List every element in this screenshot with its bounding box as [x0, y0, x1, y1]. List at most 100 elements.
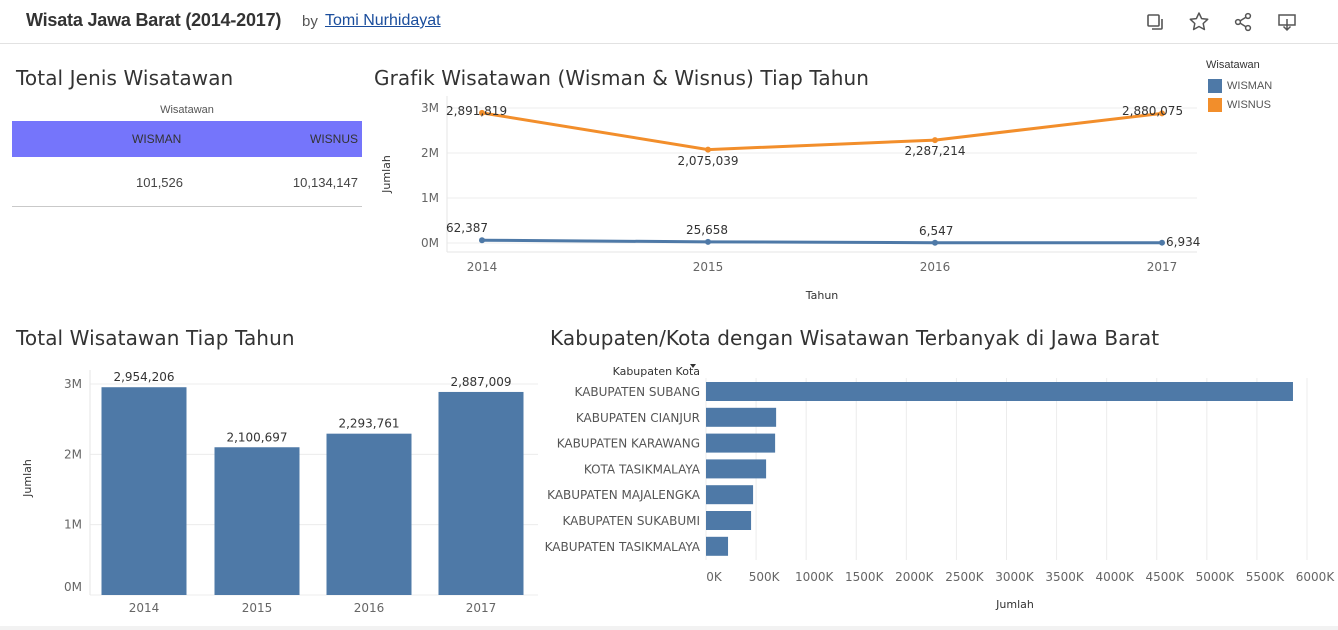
hbar-x-tick-label: 4500K: [1146, 570, 1186, 584]
bar-x-tick-label: 2014: [129, 601, 160, 615]
line-data-label: 62,387: [446, 221, 488, 235]
legend-label-wisman: WISMAN: [1227, 80, 1273, 92]
hbar-bar: [706, 433, 776, 453]
crosstab-value-wisman: 101,526: [136, 175, 183, 190]
crosstab-value-wisnus: 10,134,147: [292, 175, 358, 190]
hbar-x-tick-label: 3000K: [995, 570, 1035, 584]
legend-swatch-wisman: [1208, 79, 1222, 93]
hbar-bar: [706, 459, 767, 479]
top-bar: Wisata Jawa Barat (2014-2017) by Tomi Nu…: [0, 0, 1338, 44]
hbar-x-axis-title: Jumlah: [995, 598, 1034, 611]
line-y-tick-label: 1M: [421, 191, 439, 205]
line-y-tick-label: 2M: [421, 146, 439, 160]
crosstab-column-wisnus[interactable]: WISNUS: [310, 132, 358, 146]
line-x-tick-label: 2015: [693, 260, 724, 274]
bar-data-label: 2,887,009: [450, 375, 511, 389]
line-point-wisman: [1159, 239, 1165, 246]
bar-y-tick-label: 1M: [64, 518, 82, 532]
line-point-wisman: [479, 237, 485, 244]
workbook-title: Wisata Jawa Barat (2014-2017): [26, 10, 282, 30]
crosstab-column-wisman[interactable]: WISMAN: [132, 132, 182, 146]
hbar-x-tick-label: 500K: [749, 570, 781, 584]
line-data-label: 6,934: [1166, 235, 1200, 249]
hbar-category-header: Kabupaten Kota: [613, 365, 700, 378]
hbar-bar: [706, 511, 752, 530]
line-series-wisnus: [481, 111, 1163, 152]
hbar-category-label: KABUPATEN KARAWANG: [557, 437, 700, 451]
bar-data-label: 2,293,761: [338, 417, 399, 431]
line-data-label: 2,891,819: [446, 104, 507, 118]
hbar-x-tick-label: 1500K: [845, 570, 885, 584]
legend-item-wisman[interactable]: WISMAN: [1208, 79, 1272, 93]
line-x-tick-label: 2014: [467, 260, 498, 274]
hbar-bar: [706, 407, 777, 427]
hbar-chart-title: Kabupaten/Kota dengan Wisatawan Terbanya…: [550, 326, 1160, 350]
bar-x-tick-label: 2015: [242, 601, 273, 615]
bar-y-tick-label: 3M: [64, 377, 82, 391]
line-point-wisman: [932, 239, 938, 246]
line-y-axis-title: Jumlah: [380, 155, 393, 194]
line-data-label: 6,547: [919, 224, 953, 238]
bar-2014: [101, 387, 187, 595]
hbar-category-label: KABUPATEN SUKABUMI: [562, 514, 700, 528]
legend-swatch-wisnus: [1208, 98, 1222, 112]
hbar-category-label: KABUPATEN TASIKMALAYA: [545, 540, 701, 554]
bar-y-tick-label: 0M: [64, 580, 82, 594]
bar-x-tick-label: 2017: [466, 601, 497, 615]
hbar-x-tick-label: 6000K: [1296, 570, 1336, 584]
line-point-wisman: [705, 238, 711, 245]
download-icon[interactable]: [1275, 10, 1299, 34]
line-chart-title: Grafik Wisatawan (Wisman & Wisnus) Tiap …: [374, 66, 870, 90]
line-data-label: 2,075,039: [677, 154, 738, 168]
bar-2016: [326, 433, 412, 595]
line-data-label: 2,287,214: [904, 144, 965, 158]
line-point-wisnus: [479, 109, 485, 116]
hbar-x-tick-label: 1000K: [795, 570, 835, 584]
bottom-bar: [0, 626, 1338, 630]
hbar-bar: [706, 536, 729, 556]
hbar-category-label: KOTA TASIKMALAYA: [584, 462, 701, 476]
by-label: by: [302, 13, 318, 30]
hbar-bar: [706, 382, 1293, 401]
line-data-label: 25,658: [686, 223, 728, 237]
star-icon[interactable]: [1187, 10, 1211, 34]
bar-data-label: 2,100,697: [226, 430, 287, 444]
sort-icon: [690, 364, 696, 368]
line-y-tick-label: 0M: [421, 236, 439, 250]
hbar-category-label: KABUPATEN SUBANG: [575, 385, 700, 399]
crosstab-header-label: Wisatawan: [160, 104, 214, 116]
line-series-wisman: [481, 238, 1163, 245]
bar-chart-title: Total Wisatawan Tiap Tahun: [16, 326, 295, 350]
hbar-x-tick-label: 0K: [706, 570, 723, 584]
line-x-tick-label: 2017: [1147, 260, 1178, 274]
crosstab-title: Total Jenis Wisatawan: [16, 66, 234, 90]
line-point-wisnus: [1159, 110, 1165, 117]
bar-2015: [214, 447, 300, 595]
legend-title: Wisatawan: [1206, 59, 1260, 71]
hbar-category-label: KABUPATEN CIANJUR: [576, 411, 700, 425]
line-point-wisnus: [705, 146, 711, 153]
hbar-x-tick-label: 2500K: [945, 570, 985, 584]
line-data-label: 2,880,075: [1122, 104, 1183, 118]
line-y-tick-label: 3M: [421, 101, 439, 115]
author-link[interactable]: Tomi Nurhidayat: [325, 12, 441, 29]
line-x-axis-title: Tahun: [805, 289, 839, 302]
hbar-category-label: KABUPATEN MAJALENGKA: [547, 488, 701, 502]
share-icon[interactable]: [1231, 10, 1255, 34]
bar-x-tick-label: 2016: [354, 601, 385, 615]
line-x-tick-label: 2016: [920, 260, 951, 274]
line-point-wisnus: [932, 137, 938, 144]
hbar-x-tick-label: 5500K: [1246, 570, 1286, 584]
hbar-x-tick-label: 5000K: [1196, 570, 1236, 584]
bar-2017: [438, 391, 524, 595]
hbar-x-tick-label: 2000K: [895, 570, 935, 584]
hbar-x-tick-label: 3500K: [1045, 570, 1085, 584]
hbar-bar: [706, 485, 754, 505]
hbar-x-tick-label: 4000K: [1095, 570, 1135, 584]
duplicate-icon[interactable]: [1143, 10, 1167, 34]
legend-item-wisnus[interactable]: WISNUS: [1208, 98, 1271, 112]
crosstab-divider: [12, 206, 362, 207]
